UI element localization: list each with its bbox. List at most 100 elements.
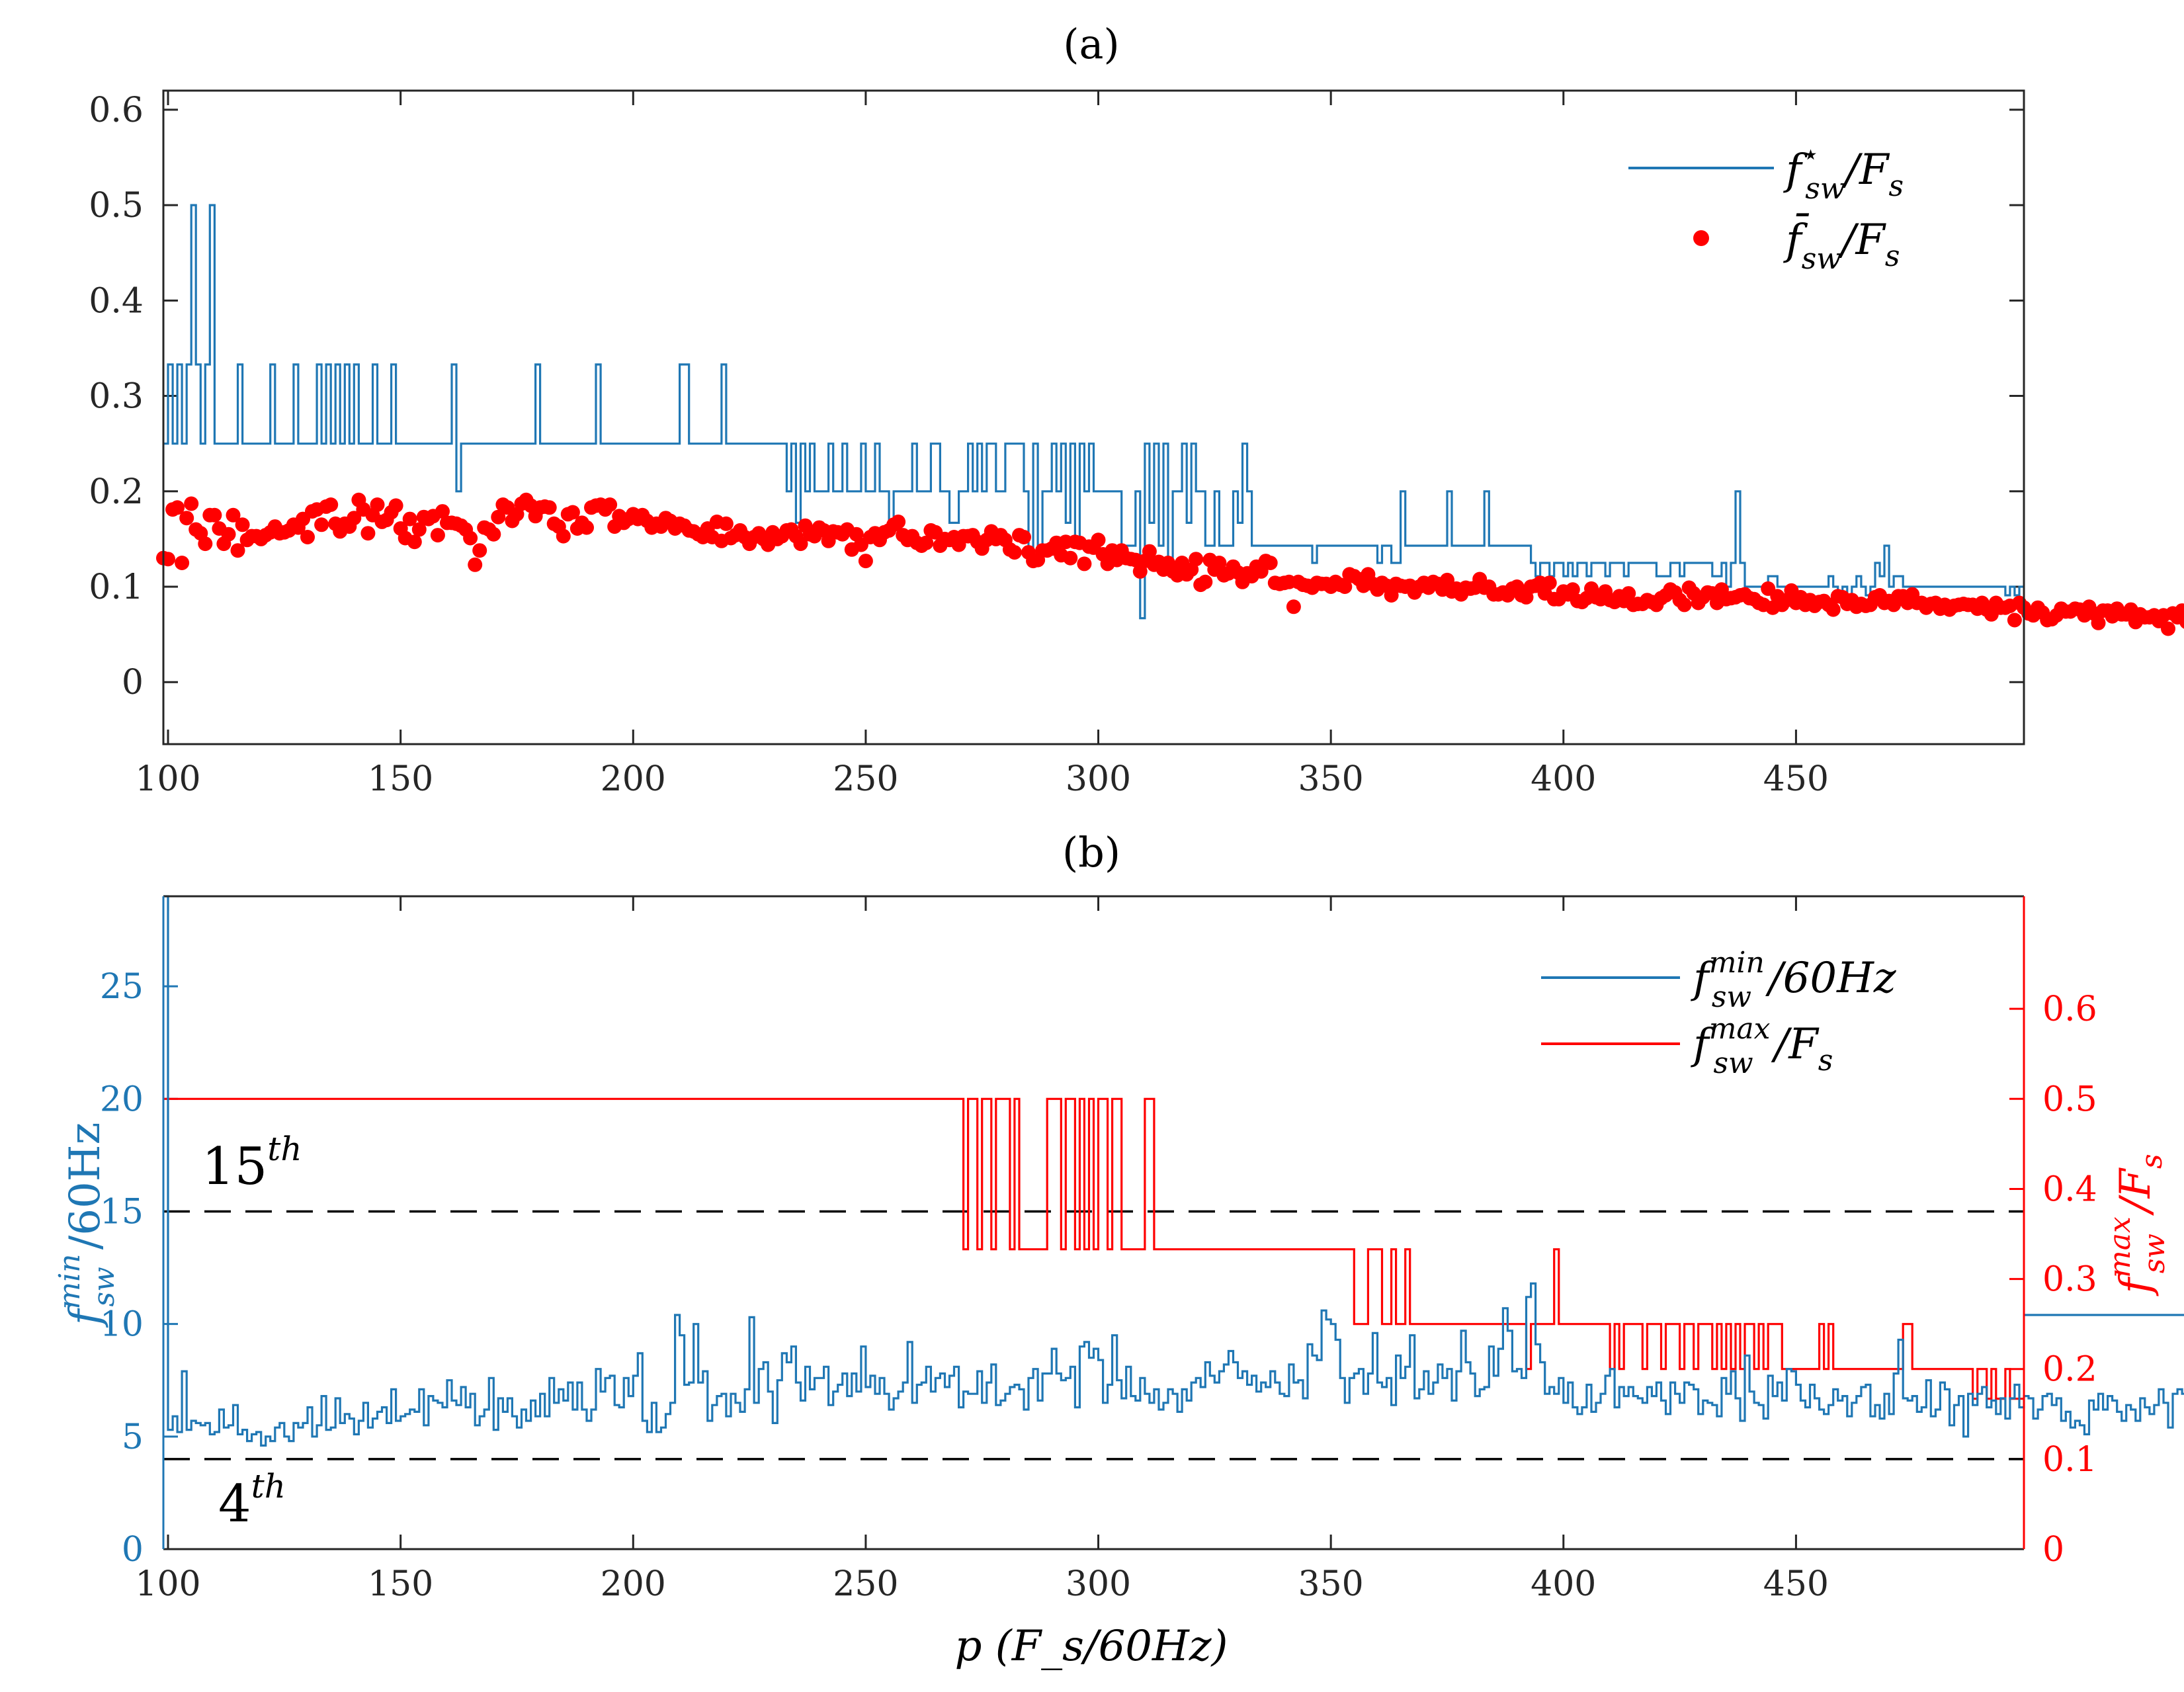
panel-a-fbar-point — [2007, 613, 2022, 628]
left-ylabel-sup: min — [53, 1253, 87, 1309]
panel-a-fbar-point — [1565, 582, 1580, 597]
panel-a-fbar-point — [542, 500, 557, 515]
panel-a-fbar-point — [1077, 556, 1092, 571]
annotation-4th: 4th — [218, 1467, 286, 1534]
panel-a-fbar-point — [235, 517, 250, 532]
panel-a-fbar-point — [221, 527, 236, 542]
panel-a-fbar-point — [184, 496, 199, 511]
panel-b-left-ytick-label: 25 — [100, 967, 144, 1007]
panel-a-fbar-point — [1621, 586, 1636, 601]
panel-a-fbar-point — [1007, 545, 1022, 560]
panel-a-fbar-point — [1542, 575, 1557, 591]
panel-b-xtick-label: 150 — [368, 1564, 433, 1604]
panel-a-fbar-point — [411, 522, 427, 537]
panel-a-xtick-label: 300 — [1066, 759, 1131, 799]
legend-a-2-tail-sub: s — [1885, 239, 1900, 273]
panel-b-left-ytick-label: 20 — [100, 1079, 144, 1119]
panel-a-ticks — [163, 91, 2024, 744]
panel-a-fbar-point — [1677, 597, 1692, 613]
panel-b-fmin-line — [163, 895, 2184, 1447]
panel-a-fbar-point — [2179, 615, 2184, 629]
panel-a-fbar-point — [603, 497, 618, 512]
panel-a-fbar-point — [1189, 552, 1204, 567]
panel-a-ytick-label: 0.6 — [89, 91, 144, 130]
panel-b-right-ytick-label: 0.2 — [2042, 1350, 2097, 1390]
legend-b-2-sub: sw — [1713, 1046, 1753, 1080]
annotation-15th-num: 15 — [202, 1137, 267, 1197]
panel-a-fbar-point — [1198, 574, 1213, 589]
legend-a-1-tail-sub: s — [1888, 169, 1904, 203]
legend-b-2-tail-sub: s — [1818, 1044, 1833, 1078]
panel-a-ytick-label: 0.1 — [89, 568, 144, 607]
panel-a-fbar-point — [1142, 544, 1157, 559]
panel-b-title: (b) — [1062, 828, 1120, 876]
panel-a-fbar-point — [463, 530, 478, 546]
panel-a-ytick-label: 0.3 — [89, 377, 144, 417]
panel-a-fbar-point — [579, 520, 594, 535]
panel-b-xtick-label: 400 — [1531, 1564, 1596, 1604]
panel-a-fbar-point — [402, 511, 417, 527]
panel-b-right-ytick-label: 0.1 — [2042, 1440, 2097, 1480]
right-ylabel-tail: /F — [2111, 1167, 2160, 1216]
annotation-15th-sup: th — [267, 1130, 302, 1168]
panel-b-fmax-line — [163, 1097, 2024, 1400]
panel-a-fbar-point — [1440, 572, 1454, 587]
panel-a-fbar-point — [891, 514, 906, 529]
panel-a-xtick-label: 150 — [368, 759, 433, 799]
panel-a-fbar-point — [565, 505, 580, 520]
panel-b-left-ytick-label: 5 — [122, 1417, 144, 1457]
left-ylabel-sub: sw — [87, 1267, 121, 1306]
panel-b-xtick-label: 450 — [1763, 1564, 1829, 1604]
panel-b-left-ytick-label: 15 — [100, 1192, 144, 1232]
legend-a-1-tail: /F — [1841, 146, 1890, 194]
panel-a-fbar-point — [175, 556, 190, 570]
panel-b-left-ylabel: fminsw/60Hz — [53, 1122, 121, 1328]
right-ylabel-tail-sub: s — [2135, 1154, 2169, 1169]
panel-a-fbar-point — [407, 534, 422, 550]
panel-a-fbar-point — [556, 529, 571, 544]
panel-a-fbar-point — [314, 517, 329, 532]
panel-b: (b) 100 150 200 250 300 350 400 450 0510152025 … — [53, 828, 2184, 1671]
panel-a-fbar-point — [1091, 532, 1106, 548]
legend-b-entry-2: fmax sw/Fs — [1691, 1012, 1833, 1080]
panel-b-right-ytick-label: 0.6 — [2042, 990, 2097, 1029]
panel-a-ytick-label: 0.4 — [89, 281, 144, 321]
panel-a-fbar-point — [360, 526, 376, 541]
panel-a-x-tick-labels: 100 150 200 250 300 350 400 450 — [135, 759, 1829, 799]
panel-a: (a) 100 150 200 250 300 350 400 450 00.10.20.30… — [89, 20, 2184, 799]
panel-b-x-tick-labels: 100 150 200 250 300 350 400 450 — [135, 1564, 1829, 1604]
panel-a-series-f-star — [163, 204, 2024, 620]
panel-a-fbar-point — [1286, 599, 1301, 614]
panel-a-ytick-label: 0.2 — [89, 472, 144, 512]
legend-a-2-tail: /F — [1837, 216, 1887, 265]
panel-a-fbar-point — [468, 557, 483, 572]
panel-a-fbar-point — [230, 543, 245, 558]
panel-a-axes-box — [162, 89, 2025, 745]
panel-a-fbar-point — [919, 535, 934, 550]
panel-a-fbar-point — [1017, 530, 1031, 544]
panel-b-series-fmax — [163, 1097, 2024, 1400]
legend-b-entry-1: fmin sw/60Hz — [1691, 946, 1897, 1014]
panel-b-xtick-label: 300 — [1066, 1564, 1131, 1604]
panel-a-fbar-point — [198, 536, 213, 552]
panel-a-fbar-point — [491, 509, 506, 525]
panel-a-fbar-point — [370, 497, 385, 512]
panel-b-right-ylabel: fmaxsw/Fs — [2103, 1154, 2171, 1296]
panel-a-fbar-point — [858, 554, 873, 569]
panel-a-fstar-line — [163, 204, 2024, 620]
panel-a-legend: f⋆ sw/Fs f̄sw/Fs — [1628, 138, 1904, 276]
legend-a-entry-1: f⋆ sw/Fs — [1783, 138, 1904, 206]
panel-a-ytick-label: 0.5 — [89, 186, 144, 226]
panel-a-xtick-label: 100 — [135, 759, 200, 799]
right-ylabel-sub: sw — [2138, 1234, 2171, 1273]
panel-b-left-ytick-label: 0 — [122, 1530, 144, 1570]
panel-a-fbar-point — [1337, 579, 1353, 594]
panel-b-right-ytick-label: 0.4 — [2042, 1169, 2097, 1209]
legend-a-1-sup: ⋆ — [1802, 138, 1820, 171]
panel-a-title: (a) — [1063, 20, 1119, 68]
panel-a-fbar-point — [323, 497, 339, 512]
panel-a-xtick-label: 200 — [601, 759, 666, 799]
panel-b-xtick-label: 350 — [1298, 1564, 1364, 1604]
legend-b-1-sub: sw — [1712, 980, 1751, 1014]
